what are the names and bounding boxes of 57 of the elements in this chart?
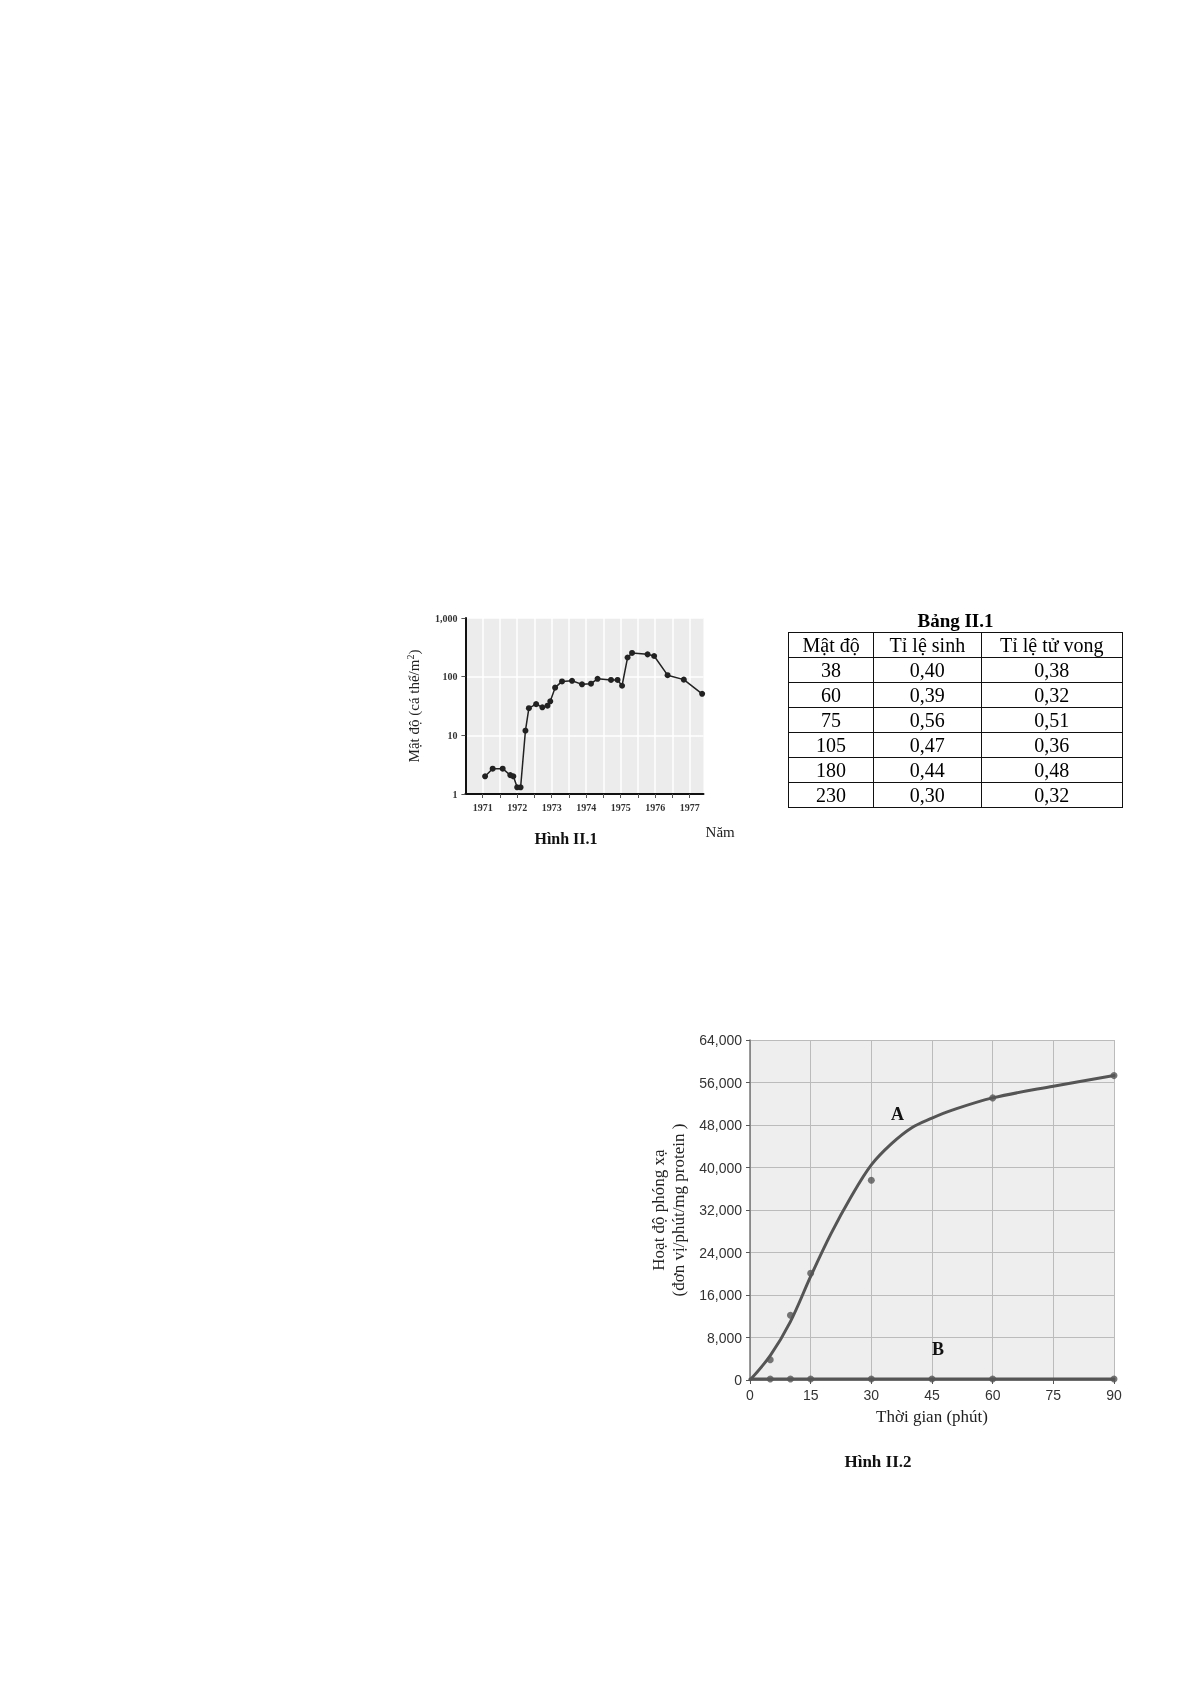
text: 0,40 bbox=[909, 659, 945, 681]
category-label: Tỉ lệ tử vong bbox=[981, 632, 1123, 658]
x-tick-label: 1973 bbox=[541, 801, 562, 813]
text: Hình II.1 bbox=[534, 829, 598, 847]
x-tick-label: 45 bbox=[924, 1387, 940, 1403]
y-tick-label: 32,000 bbox=[699, 1202, 743, 1218]
y-tick-label: 40,000 bbox=[699, 1159, 743, 1176]
x-axis-title: Thời gian (phút) bbox=[876, 1407, 988, 1427]
y-tick-label: 10 bbox=[447, 729, 458, 741]
y-axis-title: Hoạt độ phóng xạ (đơn vị/phút/mg protein ) bbox=[648, 1123, 688, 1297]
series-label: B bbox=[931, 1338, 945, 1359]
text: Hình II.2 bbox=[844, 1452, 912, 1471]
y-tick-label: 8,000 bbox=[706, 1329, 743, 1346]
y-tick-label: 0 bbox=[734, 1372, 743, 1388]
x-tick-label: 90 bbox=[1106, 1387, 1122, 1403]
text: 0,47 bbox=[909, 734, 945, 756]
x-tick-label: 1971 bbox=[472, 801, 493, 813]
y-tick-label: 24,000 bbox=[699, 1244, 743, 1261]
y-tick-label: 64,000 bbox=[699, 1032, 743, 1048]
series-label: A bbox=[891, 1103, 905, 1124]
x-tick-label: 15 bbox=[802, 1387, 819, 1403]
y-tick-label: 1 bbox=[452, 788, 458, 800]
y-tick-label: 48,000 bbox=[699, 1117, 743, 1133]
y-axis-title: Mật độ (cá thể/m2) bbox=[404, 649, 423, 763]
text: 0,39 bbox=[909, 684, 945, 706]
text: 0,51 bbox=[1034, 709, 1070, 731]
text: 0,44 bbox=[909, 759, 945, 781]
text: 60 bbox=[821, 684, 842, 706]
category-label: Tỉ lệ sinh bbox=[873, 632, 982, 658]
y-tick-label: 16,000 bbox=[699, 1287, 743, 1303]
x-tick-label: 1975 bbox=[610, 801, 631, 813]
y-tick-label: 1,000 bbox=[434, 612, 458, 624]
text: 180 bbox=[816, 759, 847, 781]
text: Bảng II.1 bbox=[916, 610, 995, 632]
y-tick-label: 100 bbox=[442, 671, 458, 683]
text: 38 bbox=[821, 659, 842, 681]
category-label: Mật độ bbox=[788, 632, 874, 658]
x-tick-label: 1972 bbox=[507, 801, 528, 813]
text: 0,36 bbox=[1034, 734, 1070, 756]
text: 0,38 bbox=[1034, 659, 1070, 681]
x-tick-label: 30 bbox=[863, 1387, 880, 1403]
text: 0,48 bbox=[1034, 759, 1070, 781]
x-tick-label: 0 bbox=[746, 1387, 755, 1403]
text: 0,32 bbox=[1034, 684, 1070, 706]
x-tick-label: 1974 bbox=[576, 801, 597, 813]
text: 0,56 bbox=[909, 709, 945, 731]
text: 0,30 bbox=[909, 784, 945, 806]
x-tick-label: 1977 bbox=[679, 801, 700, 813]
text: 230 bbox=[816, 784, 847, 806]
x-axis-title: Năm bbox=[705, 824, 736, 840]
x-tick-label: 75 bbox=[1045, 1387, 1062, 1403]
text: 0,32 bbox=[1034, 784, 1070, 806]
x-tick-label: 60 bbox=[984, 1387, 1001, 1403]
y-tick-label: 56,000 bbox=[699, 1074, 743, 1091]
text: 105 bbox=[816, 734, 847, 756]
text: 75 bbox=[821, 709, 842, 731]
x-tick-label: 1976 bbox=[645, 801, 666, 813]
